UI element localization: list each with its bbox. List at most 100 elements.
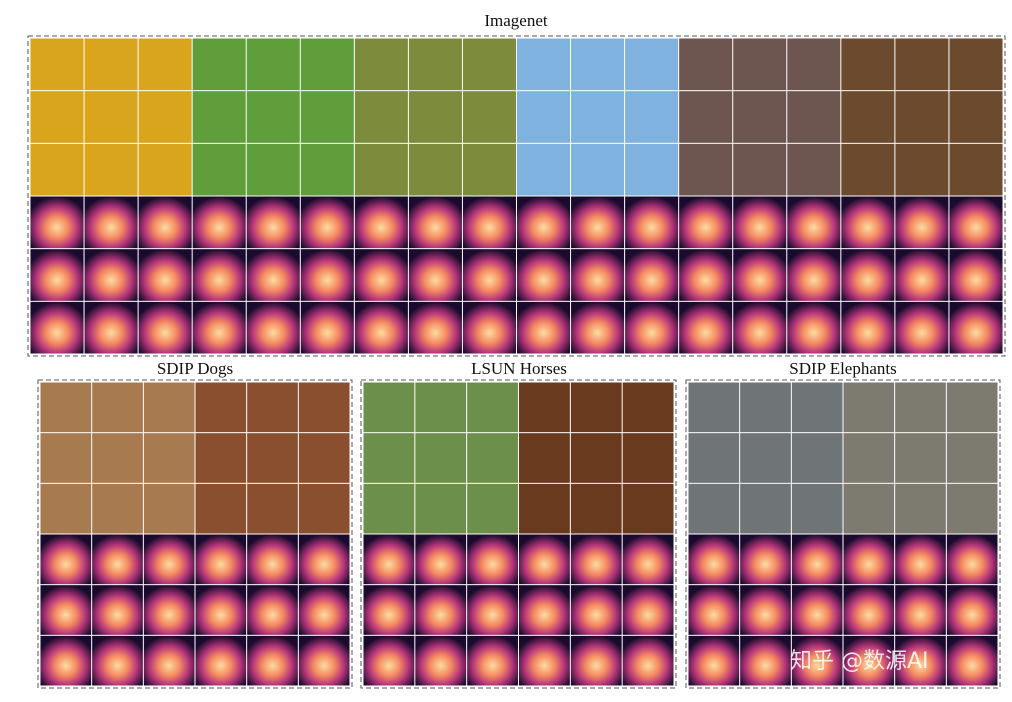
image-cell — [84, 143, 138, 196]
image-cell — [30, 91, 84, 143]
image-cell — [192, 38, 246, 91]
image-cell — [740, 382, 791, 433]
image-cell — [467, 483, 518, 534]
depth-cell — [84, 249, 138, 301]
depth-cell — [517, 301, 571, 354]
depth-cell — [517, 249, 571, 301]
image-cell — [298, 382, 350, 433]
depth-cell — [733, 249, 787, 301]
image-cell — [895, 91, 949, 143]
image-cell — [733, 143, 787, 196]
depth-cell — [143, 585, 195, 635]
depth-cell — [571, 196, 625, 249]
image-cell — [408, 38, 462, 91]
image-cell — [843, 433, 895, 483]
depth-cell — [570, 635, 622, 686]
image-cell — [30, 143, 84, 196]
image-cell — [363, 382, 415, 433]
depth-cell — [363, 534, 415, 585]
image-cell — [787, 91, 841, 143]
depth-cell — [300, 196, 354, 249]
image-cell — [298, 483, 350, 534]
image-cell — [688, 483, 740, 534]
image-cell — [415, 483, 467, 534]
depth-cell — [791, 635, 843, 686]
image-cell — [84, 38, 138, 91]
depth-cell — [733, 196, 787, 249]
depth-cell — [519, 635, 570, 686]
depth-cell — [841, 249, 895, 301]
image-cell — [143, 382, 195, 433]
image-cell — [354, 91, 408, 143]
depth-cell — [949, 249, 1003, 301]
depth-cell — [246, 301, 300, 354]
depth-cell — [787, 196, 841, 249]
depth-cell — [462, 301, 516, 354]
image-cell — [841, 38, 895, 91]
depth-cell — [517, 196, 571, 249]
depth-cell — [195, 585, 247, 635]
image-cell — [622, 433, 674, 483]
depth-cell — [625, 196, 679, 249]
image-cell — [300, 38, 354, 91]
image-cell — [192, 143, 246, 196]
depth-cell — [92, 534, 143, 585]
depth-cell — [679, 249, 733, 301]
depth-cell — [895, 249, 949, 301]
image-cell — [195, 483, 247, 534]
image-cell — [143, 433, 195, 483]
image-cell — [363, 433, 415, 483]
image-cell — [92, 382, 143, 433]
depth-cell — [195, 635, 247, 686]
depth-cell — [622, 635, 674, 686]
depth-cell — [354, 301, 408, 354]
panel-border — [27, 35, 1006, 357]
image-cell — [462, 143, 516, 196]
image-cell — [843, 483, 895, 534]
panel-title: SDIP Dogs — [157, 359, 233, 378]
image-cell — [246, 143, 300, 196]
depth-cell — [740, 585, 791, 635]
image-cell — [570, 382, 622, 433]
image-cell — [517, 91, 571, 143]
image-cell — [895, 38, 949, 91]
depth-cell — [298, 534, 350, 585]
depth-cell — [195, 534, 247, 585]
depth-cell — [946, 585, 998, 635]
depth-cell — [462, 196, 516, 249]
image-cell — [195, 433, 247, 483]
image-cell — [733, 91, 787, 143]
image-cell — [949, 143, 1003, 196]
image-cell — [519, 483, 570, 534]
image-cell — [138, 91, 192, 143]
image-cell — [946, 433, 998, 483]
image-cell — [570, 483, 622, 534]
image-cell — [791, 382, 843, 433]
image-cell — [143, 483, 195, 534]
image-cell — [462, 91, 516, 143]
depth-cell — [946, 534, 998, 585]
depth-cell — [843, 585, 895, 635]
depth-cell — [740, 635, 791, 686]
image-cell — [740, 433, 791, 483]
image-cell — [895, 382, 946, 433]
depth-cell — [84, 196, 138, 249]
image-cell — [92, 483, 143, 534]
image-cell — [946, 382, 998, 433]
panel-border — [37, 379, 353, 689]
image-cell — [408, 143, 462, 196]
depth-cell — [40, 585, 92, 635]
depth-cell — [40, 635, 92, 686]
depth-cell — [192, 196, 246, 249]
depth-cell — [467, 534, 518, 585]
depth-cell — [946, 635, 998, 686]
image-cell — [40, 433, 92, 483]
image-cell — [30, 38, 84, 91]
depth-cell — [688, 585, 740, 635]
image-cell — [300, 143, 354, 196]
depth-cell — [895, 196, 949, 249]
image-cell — [247, 483, 298, 534]
image-cell — [625, 143, 679, 196]
depth-cell — [354, 196, 408, 249]
